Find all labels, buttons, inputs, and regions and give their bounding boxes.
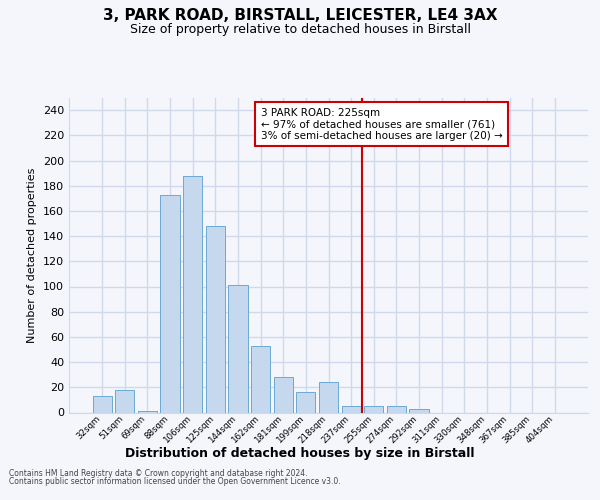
Bar xyxy=(341,406,361,412)
Bar xyxy=(387,406,406,412)
Bar xyxy=(206,226,225,412)
Text: Contains public sector information licensed under the Open Government Licence v3: Contains public sector information licen… xyxy=(9,478,341,486)
Bar xyxy=(274,377,293,412)
Bar xyxy=(251,346,270,412)
Bar xyxy=(319,382,338,412)
Bar xyxy=(229,285,248,412)
Bar xyxy=(296,392,316,412)
Text: Contains HM Land Registry data © Crown copyright and database right 2024.: Contains HM Land Registry data © Crown c… xyxy=(9,469,308,478)
Bar xyxy=(183,176,202,412)
Bar xyxy=(409,408,428,412)
Text: Distribution of detached houses by size in Birstall: Distribution of detached houses by size … xyxy=(125,448,475,460)
Bar xyxy=(364,406,383,412)
Text: 3 PARK ROAD: 225sqm
← 97% of detached houses are smaller (761)
3% of semi-detach: 3 PARK ROAD: 225sqm ← 97% of detached ho… xyxy=(260,108,502,141)
Text: 3, PARK ROAD, BIRSTALL, LEICESTER, LE4 3AX: 3, PARK ROAD, BIRSTALL, LEICESTER, LE4 3… xyxy=(103,8,497,22)
Bar xyxy=(138,411,157,412)
Bar xyxy=(92,396,112,412)
Text: Size of property relative to detached houses in Birstall: Size of property relative to detached ho… xyxy=(130,22,470,36)
Bar xyxy=(115,390,134,412)
Bar xyxy=(160,194,180,412)
Y-axis label: Number of detached properties: Number of detached properties xyxy=(28,168,37,342)
